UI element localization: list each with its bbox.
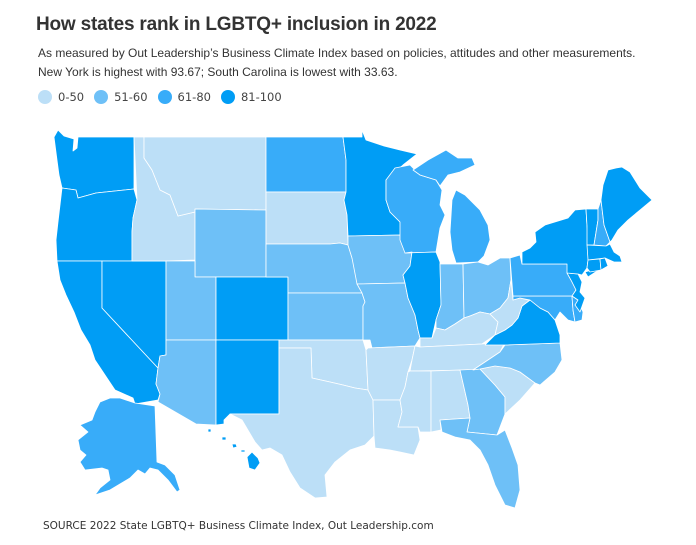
state-HI[interactable] [207,428,261,471]
state-CT[interactable] [586,258,602,273]
subtitle-line-1: As measured by Out Leadership’s Business… [38,46,636,60]
chart-title: How states rank in LGBTQ+ inclusion in 2… [36,14,437,35]
state-NM[interactable] [215,339,280,426]
state-WY[interactable] [194,208,267,278]
legend-item-61-80: 61-80 [157,90,211,104]
legend-item-51-60: 51-60 [94,90,148,104]
legend-swatch [220,90,235,104]
state-NC[interactable] [472,342,563,386]
state-KS[interactable] [287,292,366,341]
state-KY[interactable] [419,311,499,348]
legend-swatch [94,90,109,104]
legend: 0-50 51-60 61-80 81-100 [38,90,292,104]
state-ND[interactable] [265,136,347,193]
source-note: SOURCE 2022 State LGBTQ+ Business Climat… [43,520,434,532]
state-FL[interactable] [439,417,521,509]
state-CO[interactable] [215,276,289,341]
legend-item-81-100: 81-100 [220,90,282,104]
legend-swatch [157,90,172,104]
state-WA[interactable] [53,129,135,199]
state-TX[interactable] [229,347,375,499]
legend-label: 81-100 [240,90,282,104]
subtitle-line-2: New York is highest with 93.67; South Ca… [38,65,398,79]
chart-subtitle: As measured by Out Leadership’s Business… [38,44,688,82]
state-NJ[interactable] [566,272,586,313]
state-RI[interactable] [599,257,609,271]
legend-label: 0-50 [58,90,85,104]
legend-swatch [38,90,52,104]
state-MI[interactable] [449,189,491,264]
legend-item-0-50: 0-50 [38,90,84,104]
legend-label: 51-60 [114,90,148,104]
state-ME[interactable] [600,166,653,243]
state-OR[interactable] [55,187,138,262]
state-MI-upper[interactable] [412,149,476,187]
legend-label: 61-80 [177,90,211,104]
state-AK[interactable] [77,397,181,496]
state-SD[interactable] [265,191,349,246]
